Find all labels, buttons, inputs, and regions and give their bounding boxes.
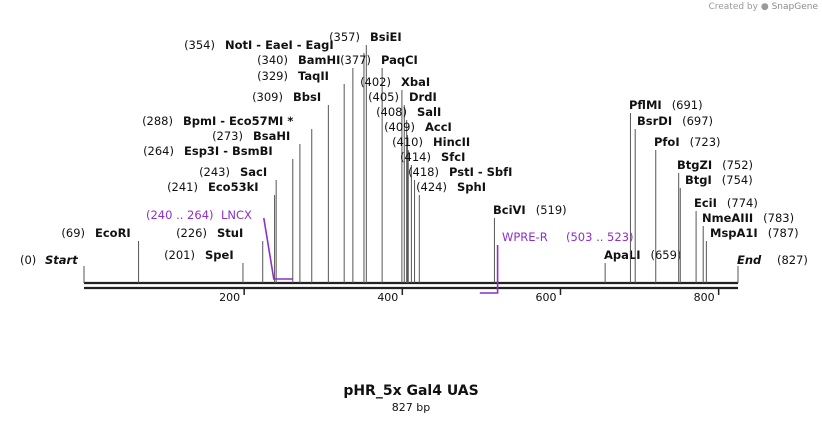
site-name-label: BbsI: [293, 90, 321, 104]
credit-prefix: Created by: [708, 2, 758, 12]
axis-tick-label: 400: [377, 291, 398, 304]
site-position-label: (264): [143, 144, 174, 158]
site-position-label: (409): [384, 120, 415, 134]
site-name-label: NmeAIII: [702, 211, 753, 225]
site-position-label: (414): [400, 150, 431, 164]
site-name-label: BciVI: [493, 203, 526, 217]
primer-name-label: WPRE-R: [502, 230, 548, 244]
end-position-label: (0): [20, 253, 36, 267]
site-position-label: (723): [690, 135, 721, 149]
site-position-label: (754): [722, 173, 753, 187]
axis-tick-label: 200: [219, 291, 240, 304]
credit-brand: SnapGene: [771, 2, 818, 12]
site-name-label: PflMI: [629, 98, 662, 112]
site-position-label: (424): [416, 180, 447, 194]
site-position-label: (273): [212, 129, 243, 143]
site-name-label: DrdI: [409, 90, 437, 104]
site-position-label: (69): [61, 226, 85, 240]
map-length: 827 bp: [391, 401, 431, 414]
site-name-label: PstI - SbfI: [449, 165, 512, 179]
site-name-label: BsiEI: [370, 30, 402, 44]
site-name-label: PfoI: [654, 135, 680, 149]
site-position-label: (697): [682, 114, 713, 128]
site-position-label: (340): [257, 53, 288, 67]
site-position-label: (410): [392, 135, 423, 149]
site-position-label: (402): [360, 75, 391, 89]
site-name-label: EcoRI: [95, 226, 131, 240]
site-position-label: (226): [176, 226, 207, 240]
site-position-label: (752): [722, 158, 753, 172]
site-name-label: PaqCI: [381, 53, 418, 67]
primer-arrow: [263, 217, 293, 280]
site-position-label: (405): [368, 90, 399, 104]
site-name-label: BsrDI: [637, 114, 672, 128]
primer-name-label: LNCX: [221, 208, 252, 222]
site-position-label: (774): [727, 196, 758, 210]
site-name-label: SpeI: [205, 248, 234, 262]
site-name-label: XbaI: [401, 75, 430, 89]
site-name-label: EciI: [694, 196, 717, 210]
primer-range-label: (503 .. 523): [566, 230, 634, 244]
axis-tick-label: 600: [535, 291, 556, 304]
site-name-label: ApaLI: [604, 248, 641, 262]
axis-tick-label: 800: [694, 291, 715, 304]
site-position-label: (309): [252, 90, 283, 104]
site-position-label: (659): [651, 248, 682, 262]
primer-range-label: (240 .. 264): [146, 208, 214, 222]
snapgene-credit: Created by ● SnapGene: [708, 2, 818, 12]
site-position-label: (201): [164, 248, 195, 262]
site-name-label: BamHI: [298, 53, 340, 67]
site-name-label: SacI: [240, 165, 267, 179]
site-name-label: SalI: [417, 105, 441, 119]
site-position-label: (418): [408, 165, 439, 179]
map-title: pHR_5x Gal4 UAS: [343, 383, 479, 399]
site-position-label: (691): [672, 98, 703, 112]
site-name-label: BpmI - Eco57MI *: [183, 114, 293, 128]
site-name-label: MspA1I: [710, 226, 758, 240]
site-name-label: Eco53kI: [208, 180, 259, 194]
end-position-label: (827): [777, 253, 808, 267]
site-name-label: SfcI: [441, 150, 465, 164]
site-position-label: (288): [142, 114, 173, 128]
site-position-label: (357): [329, 30, 360, 44]
site-position-label: (377): [340, 53, 371, 67]
site-name-label: BtgI: [685, 173, 712, 187]
site-name-label: StuI: [217, 226, 243, 240]
site-name-label: SphI: [457, 180, 486, 194]
primer-arrow: [479, 245, 499, 294]
site-position-label: (783): [763, 211, 794, 225]
snapgene-logo-icon: ●: [760, 2, 769, 12]
site-position-label: (241): [167, 180, 198, 194]
site-position-label: (787): [768, 226, 799, 240]
site-name-label: NotI - EaeI - EagI: [225, 38, 334, 52]
site-name-label: BsaHI: [253, 129, 290, 143]
site-position-label: (519): [536, 203, 567, 217]
site-name-label: AccI: [425, 120, 452, 134]
site-name-label: HincII: [433, 135, 470, 149]
site-position-label: (354): [184, 38, 215, 52]
site-position-label: (243): [199, 165, 230, 179]
end-name-label: Start: [45, 253, 78, 267]
site-position-label: (329): [257, 69, 288, 83]
site-name-label: TaqII: [298, 69, 329, 83]
end-name-label: End: [737, 253, 762, 267]
site-position-label: (408): [376, 105, 407, 119]
site-name-label: Esp3I - BsmBI: [184, 144, 273, 158]
site-name-label: BtgZI: [677, 158, 712, 172]
